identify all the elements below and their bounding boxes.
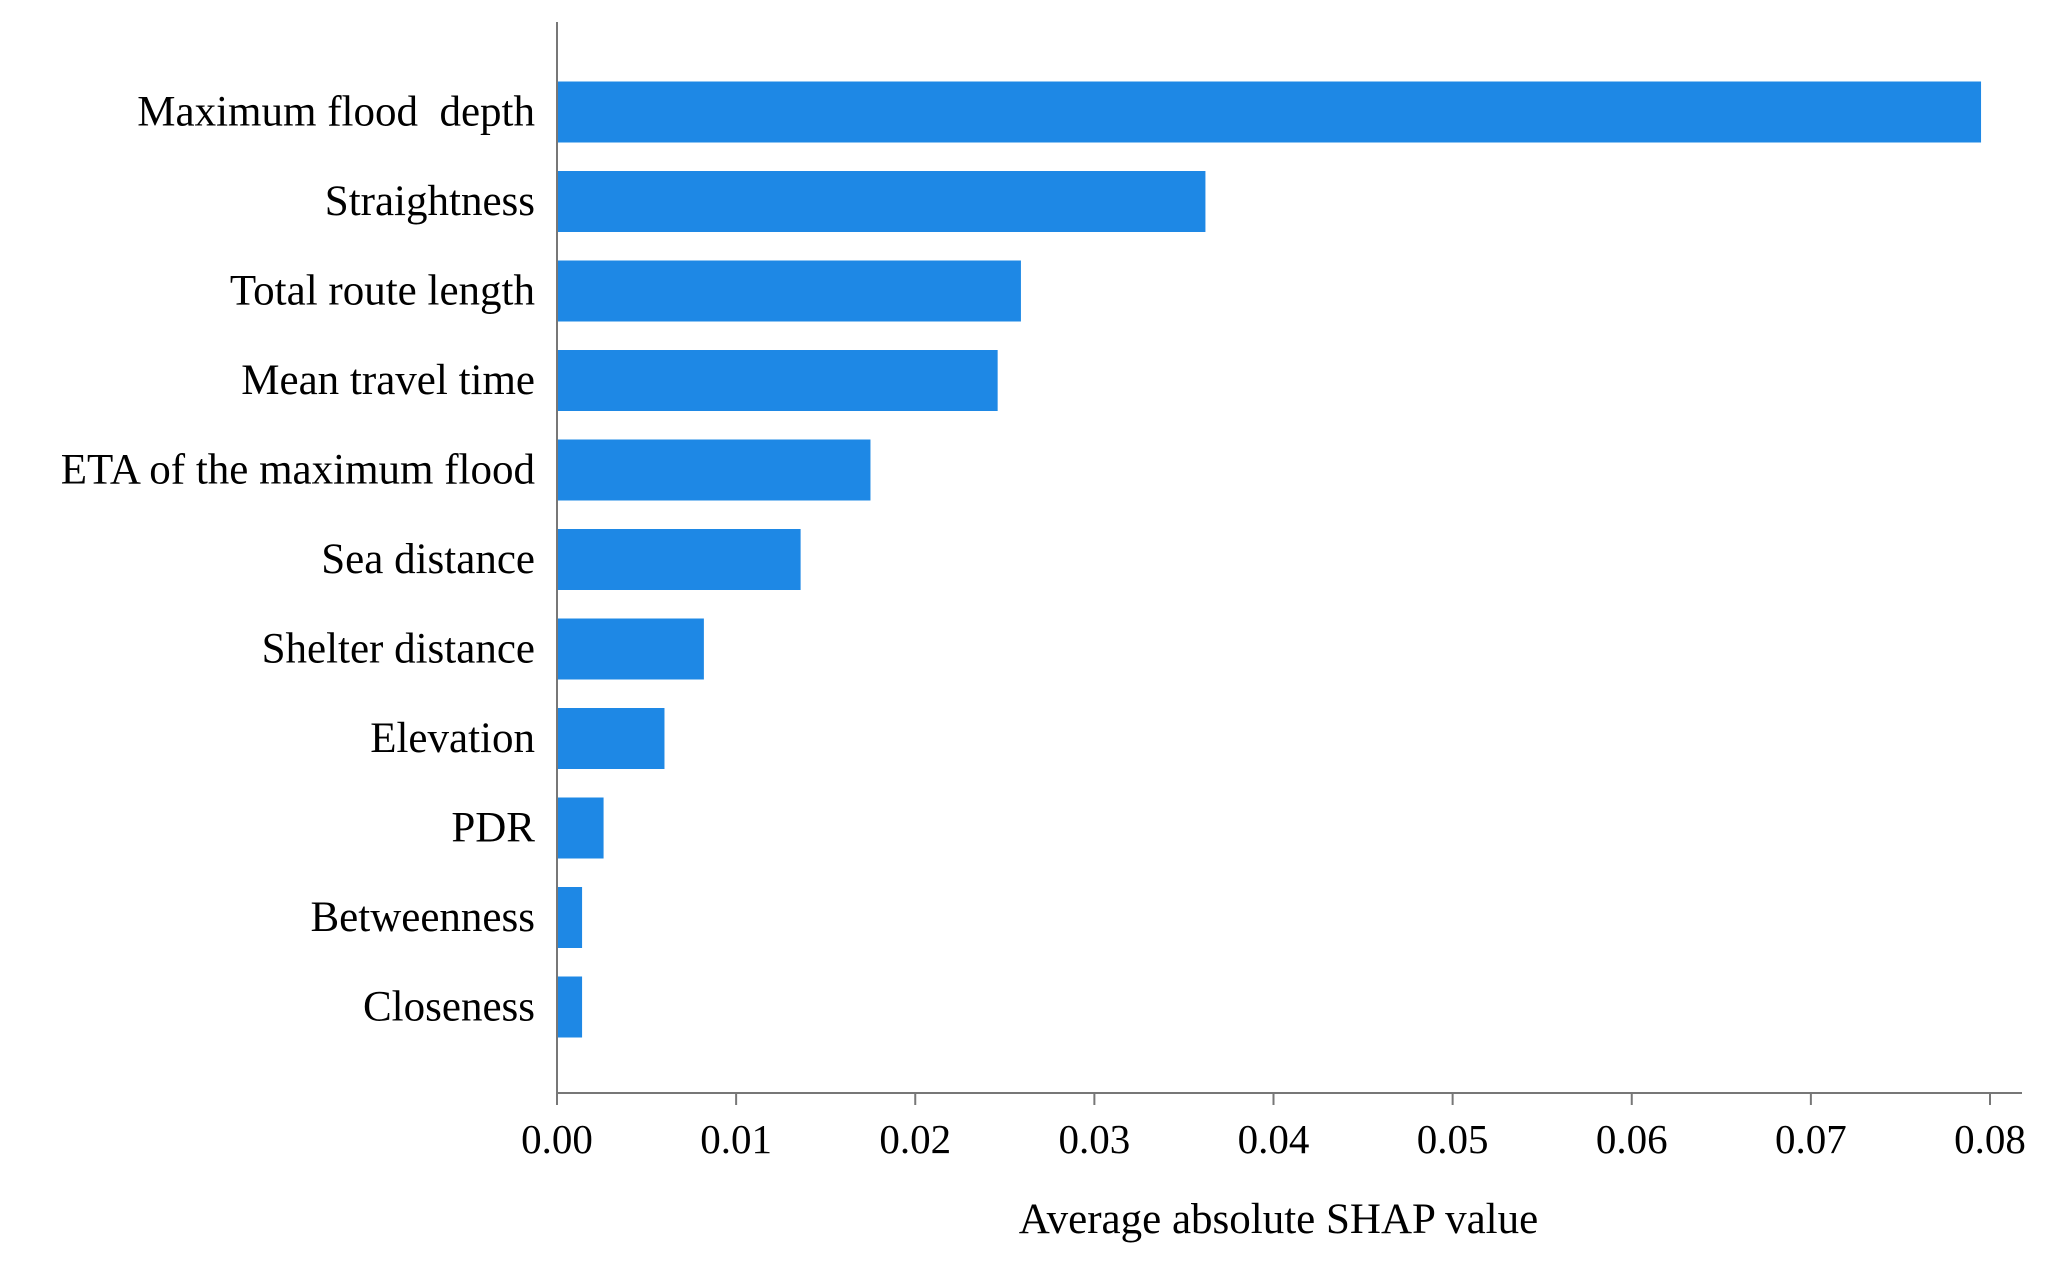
category-label-7: Elevation — [370, 715, 535, 762]
bar-4 — [557, 439, 871, 501]
x-tick-label-6: 0.06 — [1596, 1116, 1668, 1162]
bar-0 — [557, 81, 1982, 143]
category-label-0: Maximum flood depth — [137, 89, 535, 136]
category-label-1: Straightness — [325, 178, 535, 225]
x-tick-label-8: 0.08 — [1954, 1116, 2026, 1162]
x-tick-label-5: 0.05 — [1417, 1116, 1489, 1162]
x-axis-title: Average absolute SHAP value — [1019, 1196, 1538, 1243]
x-tick-label-0: 0.00 — [521, 1116, 593, 1162]
category-labels: Maximum flood depth Straightness Total rou… — [61, 89, 536, 1031]
bar-3 — [557, 350, 998, 411]
x-ticks: 0.00 0.01 0.02 0.03 0.04 0.05 0.06 0.07 0.08 — [521, 1093, 2026, 1162]
bar-8 — [557, 797, 604, 859]
bar-9 — [557, 887, 583, 948]
bar-7 — [557, 708, 665, 769]
category-label-10: Closeness — [363, 984, 535, 1031]
category-label-8: PDR — [451, 805, 535, 852]
x-tick-label-3: 0.03 — [1059, 1116, 1131, 1162]
bar-10 — [557, 976, 583, 1038]
category-label-9: Betweenness — [311, 894, 536, 941]
bar-2 — [557, 260, 1021, 322]
x-tick-label-7: 0.07 — [1775, 1116, 1847, 1162]
bars-layer — [557, 81, 1982, 1038]
x-tick-label-1: 0.01 — [700, 1116, 772, 1162]
bar-5 — [557, 529, 801, 590]
category-label-6: Shelter distance — [262, 626, 535, 673]
x-tick-label-4: 0.04 — [1238, 1116, 1310, 1162]
bar-1 — [557, 171, 1206, 232]
category-label-2: Total route length — [230, 268, 535, 315]
bar-6 — [557, 618, 704, 680]
x-tick-label-2: 0.02 — [879, 1116, 951, 1162]
category-label-5: Sea distance — [321, 536, 535, 583]
category-label-3: Mean travel time — [241, 357, 535, 404]
category-label-4: ETA of the maximum flood — [61, 447, 535, 494]
